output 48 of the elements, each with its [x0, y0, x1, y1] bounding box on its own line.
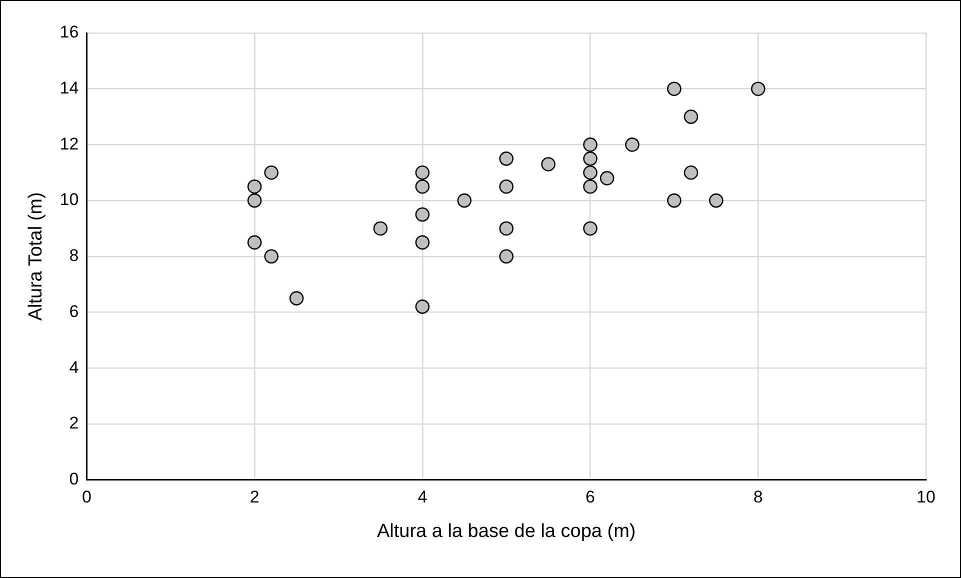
y-tick-label: 12 — [60, 134, 79, 154]
y-tick-label: 10 — [60, 190, 79, 210]
point — [750, 82, 766, 96]
y-tick-label: 14 — [60, 78, 79, 98]
point — [709, 193, 724, 208]
point — [499, 249, 514, 264]
x-tick-label: 6 — [586, 488, 596, 507]
y-axis-title: Altura Total (m) — [26, 192, 47, 321]
point — [415, 207, 430, 222]
point — [373, 221, 388, 236]
point — [499, 152, 514, 166]
point — [600, 171, 614, 186]
point — [457, 193, 472, 208]
point — [684, 165, 698, 180]
point — [583, 152, 598, 166]
x-tick-label: 4 — [418, 488, 428, 507]
point — [583, 221, 598, 236]
point — [247, 235, 262, 250]
y-tick-label: 0 — [69, 469, 79, 488]
point — [583, 138, 598, 152]
y-tick-label: 6 — [69, 302, 79, 321]
y-tick-label: 4 — [69, 358, 79, 377]
x-tick-label: 0 — [82, 488, 92, 507]
point — [499, 179, 514, 194]
x-axis-title: Altura a la base de la copa (m) — [376, 520, 636, 542]
point — [247, 193, 262, 208]
point — [667, 193, 682, 208]
point — [264, 249, 279, 264]
x-tick-label: 8 — [753, 488, 763, 507]
y-tick-label: 2 — [69, 414, 79, 433]
y-tick-label: 16 — [60, 22, 79, 42]
point — [415, 235, 430, 250]
point — [667, 82, 682, 96]
point — [415, 179, 430, 194]
point — [264, 165, 279, 180]
point — [247, 179, 262, 194]
point — [583, 179, 598, 194]
point — [625, 138, 640, 152]
point — [415, 165, 430, 180]
point — [289, 291, 304, 306]
point — [499, 221, 514, 236]
point — [583, 165, 598, 180]
x-tick-label: 10 — [916, 488, 936, 507]
point — [415, 300, 430, 314]
point — [541, 157, 556, 172]
point — [684, 110, 698, 124]
y-tick-label: 8 — [69, 246, 79, 266]
x-tick-label: 2 — [250, 488, 260, 507]
